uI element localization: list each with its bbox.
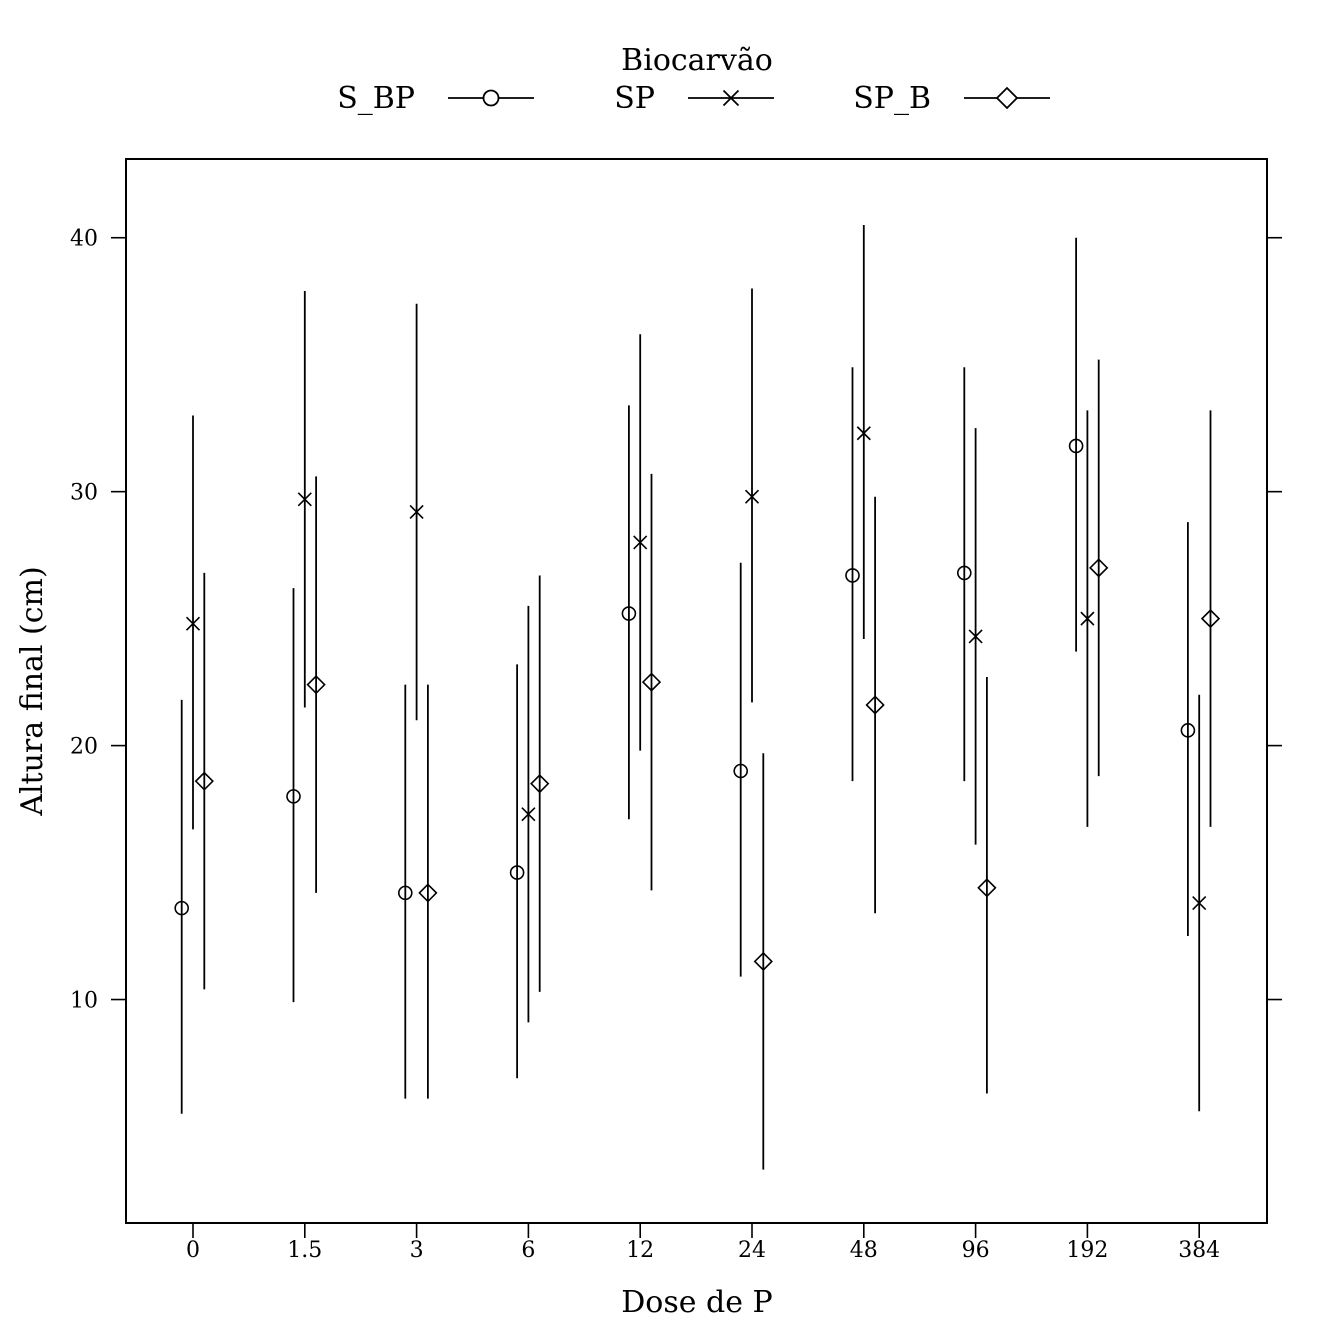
- data-point: [865, 695, 885, 715]
- x-tick-label: 24: [738, 1238, 766, 1263]
- data-point: [621, 606, 637, 621]
- data-point: [174, 900, 189, 916]
- data-point: [1089, 558, 1109, 578]
- data-point: [753, 951, 773, 972]
- data-point: [1200, 608, 1221, 629]
- x-axis: 0 1.5 3 6 12 24 48 96 192 384: [186, 1223, 1220, 1263]
- data-point: [286, 789, 301, 804]
- legend-label: SP_B: [853, 81, 931, 116]
- data-point: [418, 883, 438, 903]
- data-point: [397, 885, 413, 901]
- y-tick-label: 20: [70, 735, 98, 760]
- legend-label: SP: [614, 81, 655, 116]
- series-sp-b: [194, 359, 1221, 1170]
- data-point: [194, 771, 214, 791]
- series-sp: [185, 225, 1207, 1112]
- data-point: [409, 504, 424, 520]
- data-point: [856, 426, 871, 441]
- data-point: [641, 672, 662, 692]
- data-point: [956, 565, 972, 581]
- data-point: [977, 878, 997, 898]
- x-tick-label: 192: [1066, 1238, 1108, 1263]
- x-tick-label: 48: [850, 1238, 878, 1263]
- y-axis: 10 20 30 40: [70, 227, 1282, 1014]
- x-tick-label: 96: [962, 1238, 990, 1263]
- plot-frame: [125, 158, 1268, 1224]
- data-point: [185, 616, 201, 631]
- x-tick-label: 3: [410, 1238, 424, 1263]
- x-tick-label: 12: [626, 1238, 654, 1263]
- data-point: [1080, 611, 1095, 626]
- data-point: [845, 568, 860, 583]
- data-point: [733, 763, 749, 779]
- series-s-bp: [174, 237, 1196, 1114]
- data-point: [530, 774, 550, 794]
- legend-title: Biocarvão: [621, 43, 773, 78]
- legend-marker: [482, 89, 500, 107]
- data-point: [306, 675, 326, 695]
- x-tick-label: 1.5: [287, 1238, 322, 1263]
- x-axis-label: Dose de P: [621, 1285, 772, 1320]
- legend-marker: [995, 86, 1019, 110]
- data-point: [1192, 895, 1207, 911]
- data-point: [633, 535, 648, 550]
- y-tick-label: 10: [70, 989, 98, 1014]
- data-point: [297, 492, 312, 507]
- x-tick-label: 0: [186, 1238, 200, 1263]
- y-tick-label: 30: [70, 481, 98, 506]
- data-point: [1180, 723, 1196, 738]
- x-tick-label: 384: [1178, 1238, 1220, 1263]
- data-point: [521, 807, 536, 822]
- legend-label: S_BP: [337, 81, 415, 116]
- data-point: [744, 489, 760, 504]
- data-point: [968, 629, 983, 644]
- data-point: [509, 865, 525, 880]
- y-tick-label: 40: [70, 227, 98, 252]
- y-axis-label: Altura final (cm): [15, 566, 50, 816]
- plot-area: [174, 225, 1221, 1170]
- legend-marker: [722, 89, 740, 107]
- legend: S_BP SP SP_B: [337, 81, 1050, 116]
- x-tick-label: 6: [521, 1238, 535, 1263]
- data-point: [1068, 438, 1084, 454]
